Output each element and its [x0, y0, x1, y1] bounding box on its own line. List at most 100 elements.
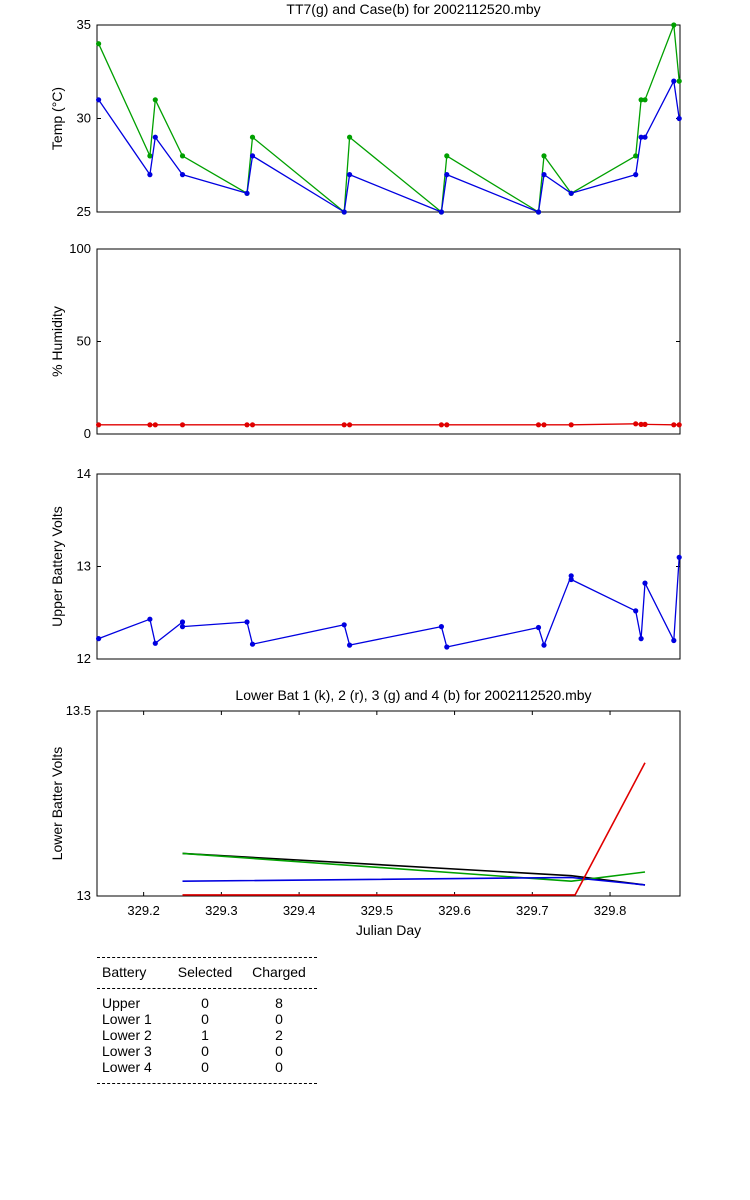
row-selected: 1 [201, 1027, 209, 1043]
table-row: Lower 1 0 0 [97, 1011, 317, 1027]
table-row: Upper 0 8 [97, 995, 317, 1011]
data-point [249, 422, 256, 428]
data-point [638, 636, 644, 642]
data-point [147, 616, 153, 622]
data-point [147, 172, 153, 178]
data-point [341, 209, 347, 215]
data-point [96, 41, 102, 47]
data-point [444, 644, 450, 650]
data-point [535, 624, 542, 631]
y-tick-label: 25 [77, 204, 91, 219]
data-point [638, 421, 644, 427]
row-battery: Lower 2 [102, 1027, 152, 1043]
series-line-1 [98, 423, 680, 426]
table-body: Upper 0 8 Lower 1 0 0 Lower 2 1 2 Lower … [97, 995, 317, 1075]
data-point [179, 172, 186, 178]
data-point [244, 422, 250, 428]
header-battery: Battery [102, 964, 147, 980]
data-point [249, 134, 256, 140]
data-point [535, 422, 542, 428]
data-point [642, 580, 648, 586]
data-point [438, 422, 444, 428]
data-point [347, 642, 353, 648]
data-point [541, 422, 547, 428]
series-line-2 [182, 852, 646, 883]
y-tick-label: 13.5 [66, 703, 91, 718]
row-charged: 0 [275, 1059, 283, 1075]
data-point [341, 622, 347, 628]
data-point [676, 78, 682, 84]
row-battery: Upper [102, 995, 141, 1011]
data-point [535, 209, 542, 215]
header-charged: Charged [252, 964, 306, 980]
data-point [244, 190, 250, 196]
row-battery: Lower 4 [102, 1059, 152, 1075]
data-point [568, 573, 574, 579]
row-selected: 0 [201, 995, 209, 1011]
data-point [96, 636, 102, 642]
data-point [179, 153, 186, 159]
row-selected: 0 [201, 1043, 209, 1059]
data-point [633, 172, 639, 178]
data-point [671, 637, 677, 644]
table-header: Battery Selected Charged [97, 962, 317, 982]
data-point [179, 624, 186, 630]
data-point [676, 115, 682, 122]
data-point [444, 153, 450, 159]
series-line-1 [98, 24, 680, 213]
plot-frame [96, 473, 681, 660]
data-point [638, 97, 644, 103]
chart-panel-3: 12 13 14 Upper Battery Volts [49, 466, 682, 666]
data-point [671, 422, 677, 428]
data-point [633, 421, 639, 427]
data-point [633, 153, 639, 159]
row-charged: 0 [275, 1011, 283, 1027]
table-row: Lower 2 1 2 [97, 1027, 317, 1043]
x-axis-label: Julian Day [356, 922, 421, 938]
data-point [642, 97, 648, 103]
data-point [179, 619, 186, 625]
data-point [676, 422, 682, 428]
data-point [438, 624, 444, 630]
data-point [152, 134, 158, 140]
data-point [671, 22, 677, 28]
data-point [179, 422, 186, 428]
row-selected: 0 [201, 1059, 209, 1075]
data-point [676, 554, 682, 560]
y-tick-label: 13 [77, 559, 91, 574]
data-point [638, 134, 644, 140]
data-point [249, 641, 256, 647]
y-axis-label: Lower Batter Volts [49, 747, 65, 861]
series-line-1 [98, 557, 680, 648]
chart-title: TT7(g) and Case(b) for 2002112520.mby [286, 1, 540, 17]
data-point [444, 172, 450, 178]
data-point [671, 78, 677, 84]
x-tick-label: 329.8 [594, 903, 627, 918]
chart-panel-4: 13 13.5 329.2 329.3 329.4 329.5 329.6 329.7 329.… [49, 687, 681, 938]
table-header-rule [97, 988, 317, 989]
chart-panel-2: 0 50 100 % Humidity [49, 241, 682, 441]
data-point [541, 172, 547, 178]
data-point [147, 153, 153, 159]
series-line-2 [98, 80, 680, 213]
data-point [633, 608, 639, 614]
x-tick-label: 329.7 [516, 903, 549, 918]
row-selected: 0 [201, 1011, 209, 1027]
y-axis-label: % Humidity [49, 306, 65, 377]
table-row: Lower 4 0 0 [97, 1059, 317, 1075]
data-point [568, 576, 574, 583]
y-tick-label: 12 [77, 651, 91, 666]
plot-frame [96, 248, 681, 435]
data-point [347, 422, 353, 428]
x-tick-label: 329.4 [283, 903, 316, 918]
data-point [96, 422, 102, 428]
row-charged: 2 [275, 1027, 283, 1043]
data-point [568, 190, 574, 196]
table-bottom-rule [97, 1083, 317, 1084]
table-top-rule [97, 957, 317, 958]
x-tick-label: 329.2 [127, 903, 160, 918]
chart-panel-1: 25 30 35 TT7(g) and Case(b) for 2002112520.… [49, 1, 682, 219]
data-point [568, 422, 574, 428]
y-tick-label: 50 [77, 334, 91, 349]
